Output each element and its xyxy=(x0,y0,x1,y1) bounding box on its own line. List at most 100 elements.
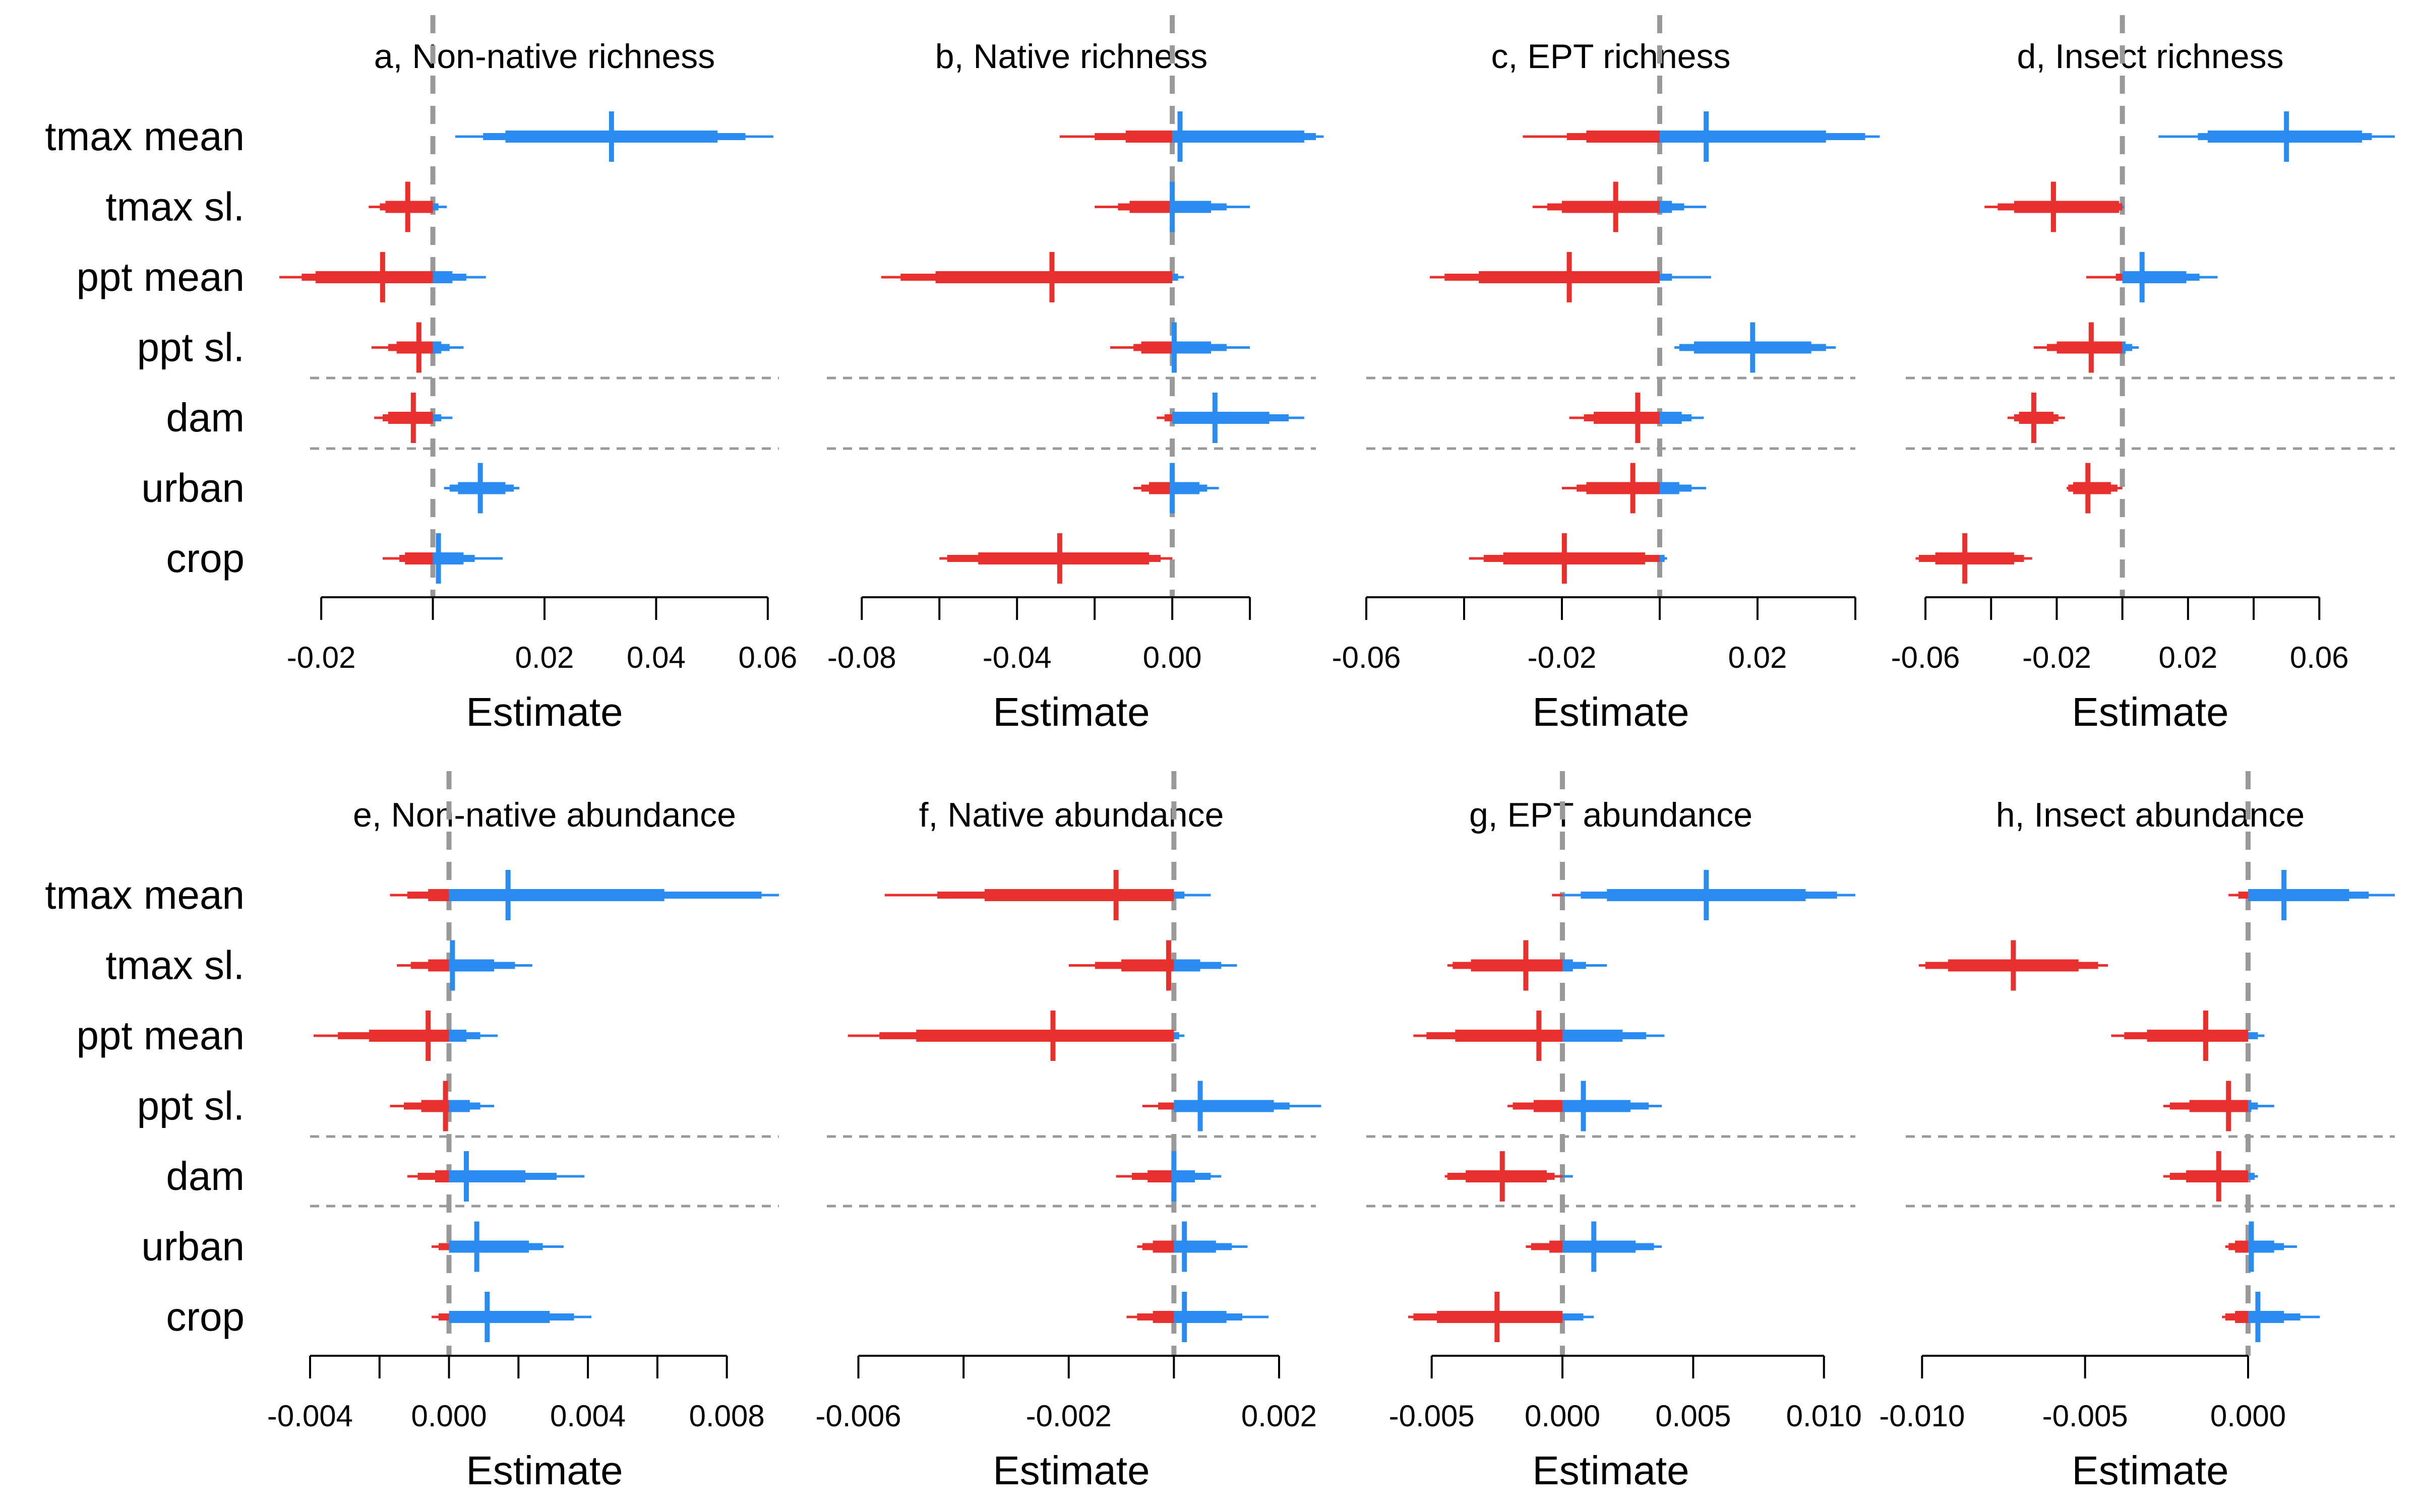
interval-inner-positive xyxy=(433,271,453,283)
interval-inner-positive xyxy=(2122,341,2126,354)
estimate-crop xyxy=(1408,1292,1594,1342)
interval-mid-positive xyxy=(433,203,439,211)
x-tick-label: -0.06 xyxy=(1332,641,1401,674)
estimate-urban xyxy=(1562,463,1707,514)
interval-inner-negative xyxy=(405,552,433,564)
estimate-tmax-sl- xyxy=(1984,181,2124,232)
interval-inner-positive xyxy=(1660,131,1826,143)
interval-outer-positive xyxy=(1174,894,1211,897)
estimate-ppt-sl- xyxy=(2033,322,2139,373)
interval-inner-negative xyxy=(1437,1311,1563,1323)
interval-inner-negative xyxy=(396,341,433,354)
interval-inner-negative xyxy=(1935,552,2014,564)
interval-inner-positive xyxy=(1172,341,1212,354)
panel-b: b, Native richness -0.08 -0.04 0.00 Estimate xyxy=(827,15,1324,734)
x-tick-label: 0.02 xyxy=(515,641,574,674)
estimate-tmax-mean xyxy=(1059,111,1324,162)
category-label: urban xyxy=(141,466,245,511)
estimate-dam xyxy=(1444,1151,1573,1202)
x-tick-label: 0.000 xyxy=(2210,1399,2286,1433)
x-tick-label: -0.005 xyxy=(1389,1399,1475,1433)
interval-inner-positive xyxy=(449,1170,526,1182)
x-tick-label: 0.06 xyxy=(738,641,797,674)
estimate-tmax-mean xyxy=(2228,870,2395,920)
estimate-tmax-mean xyxy=(2158,111,2395,162)
interval-mid-positive xyxy=(433,414,442,421)
estimate-tmax-mean xyxy=(455,111,773,162)
x-axis-label: Estimate xyxy=(993,1448,1150,1493)
interval-inner-positive xyxy=(2248,1311,2284,1323)
interval-inner-positive xyxy=(449,959,495,972)
x-tick-label: -0.04 xyxy=(983,641,1052,674)
x-axis: -0.06 -0.02 0.02 0.06 Estimate xyxy=(1891,596,2349,734)
category-label: tmax sl. xyxy=(105,943,245,988)
interval-inner-negative xyxy=(388,412,433,424)
x-axis: -0.06 -0.02 0.02 Estimate xyxy=(1332,596,1856,734)
interval-mid-negative xyxy=(438,1313,449,1320)
category-label: ppt sl. xyxy=(137,1084,245,1128)
interval-outer-positive xyxy=(1660,276,1711,279)
interval-inner-negative xyxy=(1549,1240,1563,1253)
interval-mid-positive xyxy=(1660,555,1665,562)
interval-inner-positive xyxy=(449,1311,550,1323)
x-axis: -0.005 0.000 0.005 0.010 Estimate xyxy=(1389,1355,1862,1493)
estimate-urban xyxy=(2225,1221,2297,1272)
x-tick-label: 0.008 xyxy=(689,1399,765,1433)
estimate-ppt-sl- xyxy=(1674,322,1836,373)
interval-inner-negative xyxy=(2147,1030,2248,1042)
x-tick-label: -0.010 xyxy=(1879,1399,1965,1433)
interval-inner-positive xyxy=(2122,271,2187,283)
interval-inner-negative xyxy=(1455,1030,1563,1042)
estimate-urban xyxy=(432,1221,564,1272)
panel-c: c, EPT richness -0.06 -0.02 0.02 Estimate xyxy=(1332,15,1880,734)
x-tick-label: 0.004 xyxy=(550,1399,626,1433)
estimate-crop xyxy=(382,533,503,584)
estimate-ppt-mean xyxy=(1430,252,1711,302)
panel-title: c, EPT richness xyxy=(1491,37,1731,76)
interval-inner-positive xyxy=(1562,959,1573,972)
estimate-tmax-sl- xyxy=(1532,181,1707,232)
row-labels-1: tmax mean tmax sl. ppt mean ppt sl. dam urban… xyxy=(45,114,245,581)
x-tick-label: -0.006 xyxy=(816,1399,901,1433)
x-tick-label: -0.02 xyxy=(287,641,356,674)
interval-inner-positive xyxy=(1172,412,1269,424)
interval-mid-positive xyxy=(1172,274,1178,281)
estimate-urban xyxy=(1137,1221,1248,1272)
interval-inner-negative xyxy=(1586,482,1660,494)
interval-mid-positive xyxy=(1562,1313,1584,1320)
estimate-tmax-mean xyxy=(1552,870,1855,920)
estimate-ppt-mean xyxy=(1413,1011,1665,1061)
interval-inner-negative xyxy=(1121,959,1174,972)
estimate-ppt-mean xyxy=(881,252,1184,302)
x-axis-label: Estimate xyxy=(466,689,623,734)
estimate-crop xyxy=(939,533,1173,584)
interval-outer-negative xyxy=(1552,894,1563,897)
x-tick-label: 0.002 xyxy=(1241,1399,1317,1433)
interval-inner-positive xyxy=(1174,1170,1195,1182)
x-axis-label: Estimate xyxy=(2072,1448,2228,1493)
interval-inner-negative xyxy=(1503,552,1645,564)
interval-inner-negative xyxy=(2073,482,2111,494)
estimate-ppt-sl- xyxy=(390,1081,495,1131)
interval-inner-positive xyxy=(449,1100,470,1112)
x-axis-label: Estimate xyxy=(993,689,1150,734)
estimate-tmax-sl- xyxy=(397,940,532,991)
x-tick-label: 0.00 xyxy=(1143,641,1202,674)
interval-inner-negative xyxy=(1147,1170,1174,1182)
interval-inner-negative xyxy=(316,271,433,283)
estimate-urban xyxy=(444,463,520,514)
interval-inner-positive xyxy=(1660,201,1672,213)
x-tick-label: 0.02 xyxy=(2158,641,2217,674)
interval-mid-negative xyxy=(1158,1102,1174,1110)
x-tick-label: 0.000 xyxy=(1525,1399,1600,1433)
estimate-dam xyxy=(374,393,453,443)
interval-mid-negative xyxy=(1164,414,1173,421)
estimate-crop xyxy=(1469,533,1667,584)
interval-inner-negative xyxy=(984,889,1174,901)
interval-inner-negative xyxy=(1125,131,1173,143)
interval-inner-positive xyxy=(1562,1100,1630,1112)
panel-title: f, Native abundance xyxy=(919,796,1224,834)
estimate-ppt-mean xyxy=(279,252,486,302)
x-tick-label: 0.04 xyxy=(627,641,686,674)
interval-inner-positive xyxy=(2248,1100,2252,1112)
